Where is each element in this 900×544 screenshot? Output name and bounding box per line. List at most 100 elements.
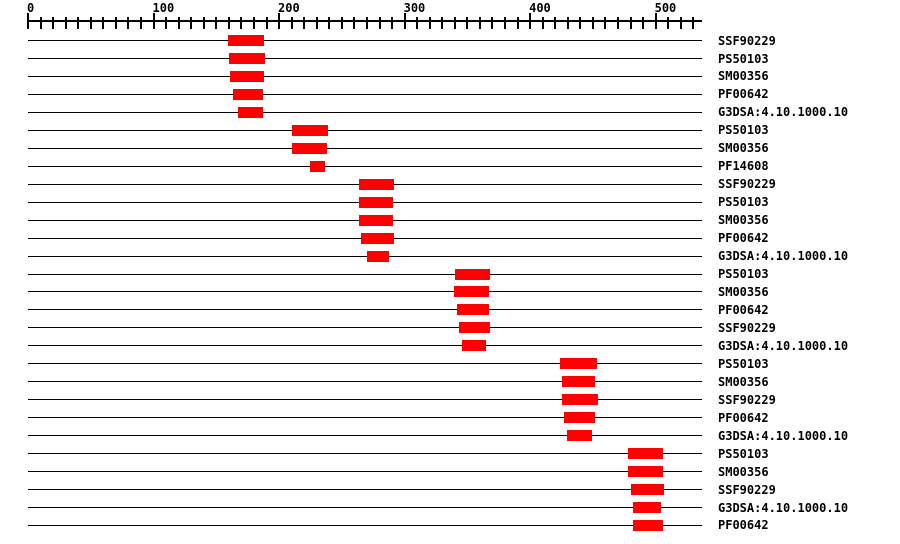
ruler-tick-minor bbox=[39, 17, 42, 29]
ruler-tick-minor bbox=[604, 17, 607, 29]
sequence-line bbox=[28, 255, 702, 257]
sequence-line bbox=[28, 417, 702, 419]
sequence-line bbox=[28, 129, 702, 131]
signature-label: PF00642 bbox=[718, 231, 769, 246]
ruler-tick-major bbox=[403, 13, 406, 29]
domain-match-box bbox=[237, 106, 263, 118]
signature-label: PS50103 bbox=[718, 446, 769, 461]
ruler-tick-minor bbox=[227, 17, 230, 29]
sequence-line bbox=[28, 273, 702, 275]
ruler-tick-minor bbox=[328, 17, 331, 29]
ruler-tick-minor bbox=[466, 17, 469, 29]
ruler-tick-minor bbox=[642, 17, 644, 29]
signature-label: SSF90229 bbox=[718, 33, 776, 48]
domain-match-box bbox=[560, 358, 597, 370]
ruler-tick-major bbox=[278, 13, 280, 29]
ruler-tick-minor bbox=[504, 17, 506, 29]
domain-match-box bbox=[633, 519, 664, 531]
ruler-tick-minor bbox=[190, 17, 193, 29]
ruler-tick-minor bbox=[353, 17, 356, 29]
ruler-tick-minor bbox=[579, 17, 582, 29]
domain-match-box bbox=[291, 142, 327, 154]
domain-match-box bbox=[561, 394, 598, 406]
sequence-line bbox=[28, 507, 702, 508]
signature-label: PF00642 bbox=[718, 302, 769, 317]
domain-match-box bbox=[462, 340, 487, 352]
signature-label: SSF90229 bbox=[718, 177, 776, 192]
domain-match-box bbox=[453, 286, 489, 298]
signature-label: SSF90229 bbox=[718, 320, 776, 335]
sequence-line bbox=[28, 309, 702, 311]
ruler-tick-minor bbox=[252, 17, 255, 29]
sequence-line bbox=[28, 399, 702, 401]
ruler-tick-minor bbox=[453, 17, 456, 29]
domain-match-box bbox=[291, 124, 328, 136]
signature-label: SM00356 bbox=[718, 213, 769, 228]
ruler-tick-minor bbox=[265, 17, 268, 29]
ruler-tick-minor bbox=[64, 17, 67, 29]
domain-match-box bbox=[566, 430, 592, 442]
domain-match-box bbox=[359, 214, 394, 226]
ruler-tick-minor bbox=[692, 17, 695, 29]
signature-label: SM00356 bbox=[718, 374, 769, 389]
domain-match-box bbox=[310, 160, 326, 172]
sequence-line bbox=[28, 165, 702, 167]
signature-label: SM00356 bbox=[718, 284, 769, 299]
sequence-line bbox=[28, 435, 702, 437]
sequence-line bbox=[28, 291, 702, 293]
ruler-tick-minor bbox=[215, 17, 218, 29]
ruler-tick-label: 300 bbox=[403, 1, 426, 15]
ruler-tick-minor bbox=[478, 17, 481, 29]
signature-label: SSF90229 bbox=[718, 482, 776, 497]
ruler-tick-minor bbox=[441, 17, 444, 29]
ruler-tick-label: 100 bbox=[152, 1, 175, 15]
signature-label: G3DSA:4.10.1000.10 bbox=[718, 105, 849, 120]
sequence-line bbox=[28, 489, 702, 490]
sequence-line bbox=[28, 75, 702, 77]
sequence-line bbox=[28, 381, 702, 383]
ruler-tick-minor bbox=[165, 17, 168, 29]
ruler-tick-minor bbox=[391, 17, 393, 29]
domain-match-box bbox=[561, 376, 596, 388]
signature-label: PS50103 bbox=[718, 123, 769, 138]
ruler-tick-minor bbox=[554, 17, 557, 29]
domain-match-box bbox=[366, 250, 390, 262]
signature-label: PS50103 bbox=[718, 195, 769, 210]
ruler-tick-minor bbox=[679, 17, 682, 29]
sequence-line bbox=[28, 524, 702, 526]
ruler-tick-minor bbox=[541, 17, 544, 29]
domain-match-box bbox=[360, 232, 395, 244]
ruler-tick-minor bbox=[303, 17, 306, 29]
ruler-tick-label: 400 bbox=[529, 1, 551, 15]
ruler-tick-minor bbox=[591, 17, 594, 29]
sequence-line bbox=[28, 93, 702, 95]
ruler-tick-minor bbox=[667, 17, 670, 29]
signature-label: PS50103 bbox=[718, 51, 769, 66]
ruler-tick-major bbox=[152, 13, 155, 29]
domain-match-box bbox=[359, 196, 394, 208]
domain-match-box bbox=[628, 466, 664, 477]
sequence-line bbox=[28, 147, 702, 149]
ruler-tick-minor bbox=[365, 17, 368, 29]
ruler-tick-major bbox=[27, 13, 29, 29]
ruler-tick-minor bbox=[140, 17, 142, 29]
ruler-tick-minor bbox=[240, 17, 243, 29]
ruler-tick-minor bbox=[416, 17, 419, 29]
domain-match-box bbox=[454, 268, 490, 280]
domain-match-box bbox=[228, 53, 266, 64]
ruler-tick-minor bbox=[378, 17, 381, 29]
sequence-line bbox=[28, 345, 702, 347]
ruler-tick-minor bbox=[102, 17, 105, 29]
sequence-line bbox=[28, 327, 702, 329]
ruler-tick-minor bbox=[428, 17, 431, 29]
ruler-tick-minor bbox=[77, 17, 80, 29]
domain-match-box bbox=[564, 412, 596, 424]
ruler-tick-minor bbox=[491, 17, 494, 29]
ruler-tick-major bbox=[529, 13, 532, 29]
signature-label: G3DSA:4.10.1000.10 bbox=[718, 428, 849, 443]
ruler-tick-label: 200 bbox=[278, 1, 300, 15]
signature-label: SM00356 bbox=[718, 69, 769, 84]
sequence-line bbox=[28, 58, 702, 59]
ruler-tick-minor bbox=[566, 17, 569, 29]
ruler-tick-minor bbox=[52, 17, 55, 29]
